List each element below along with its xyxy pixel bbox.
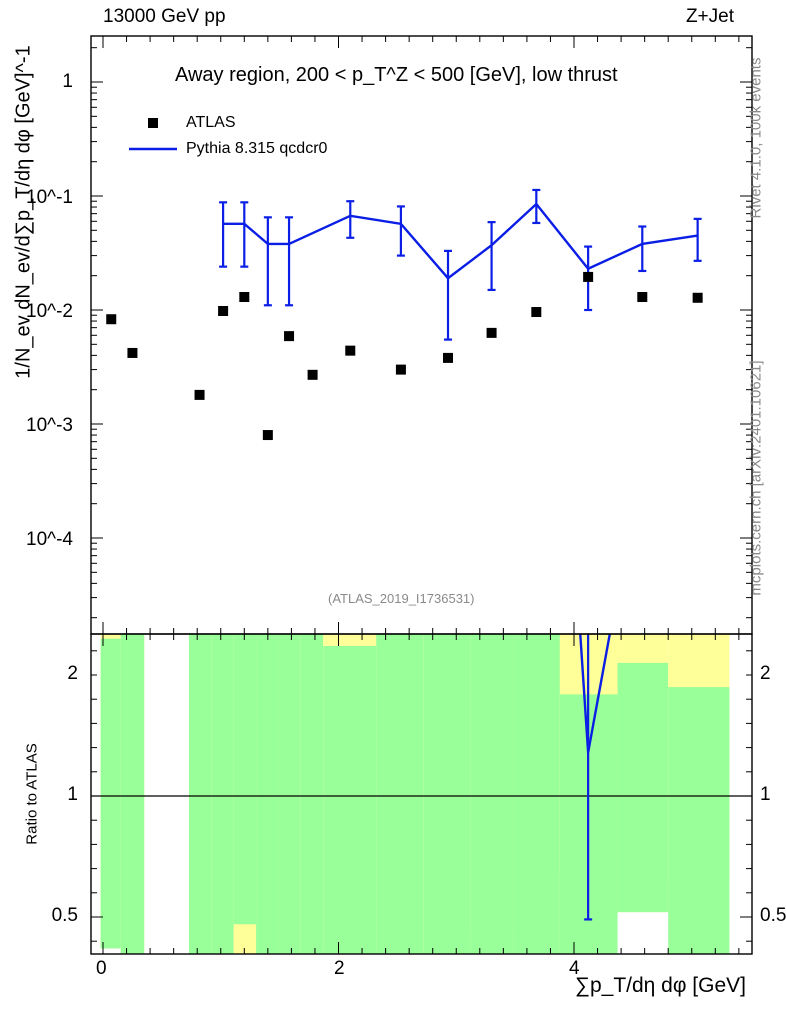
legend (129, 118, 177, 151)
data-point (486, 327, 497, 338)
ratio-band-green (256, 634, 279, 954)
plot-title: Away region, 200 < p_T^Z < 500 [GeV], lo… (175, 64, 618, 87)
y-tick-label: 10^-4 (26, 529, 73, 550)
y-tick-label: 1 (62, 71, 73, 92)
ratio-band-green (100, 638, 121, 949)
ratio-band-green (188, 634, 212, 954)
ratio-band-green (323, 645, 377, 954)
main-data-series (106, 271, 703, 646)
data-point (284, 331, 295, 342)
data-point (307, 369, 318, 380)
data-point (443, 352, 454, 363)
y-tick-label: 10^-3 (26, 415, 73, 436)
data-point (106, 314, 117, 325)
ratio-band-green (376, 634, 424, 954)
data-point (127, 347, 138, 358)
ratio-frame (90, 633, 753, 955)
data-point (531, 307, 542, 318)
rivet-label: Rivet 4.1.0, 100k events (747, 57, 765, 219)
legend-label-data: ATLAS (186, 114, 236, 131)
data-point (395, 364, 406, 375)
legend-label-mc: Pythia 8.315 qcdcr0 (186, 140, 328, 157)
ratio-y-axis-label: Ratio to ATLAS (23, 743, 41, 845)
data-point (239, 292, 250, 303)
ratio-y-tick-label: 2 (67, 663, 78, 684)
ratio-band-green (120, 634, 145, 954)
mc-line (223, 202, 698, 280)
ratio-band-green (300, 634, 324, 954)
ratio-band-green (617, 662, 669, 913)
main-mc-series (219, 188, 702, 341)
plot-title-text: Away region, 200 < p_T^Z < 500 [GeV], lo… (175, 64, 618, 86)
ratio-band-green (233, 634, 257, 925)
ratio-y-tick-label: 0.5 (51, 905, 78, 926)
data-point (692, 292, 703, 303)
data-point (151, 636, 161, 646)
ratio-y-tick-label-right: 2 (760, 663, 771, 684)
data-point (262, 430, 273, 441)
axis-ticks (91, 36, 752, 954)
y-tick-label: 10^-1 (26, 187, 73, 208)
analysis-label: (ATLAS_2019_I1736531) (328, 591, 475, 606)
mcplots-label: mcplots.cern.ch [arXiv:2401.10621] (747, 360, 765, 596)
ratio-uncertainty-bands (100, 634, 730, 954)
x-tick-label: 0 (96, 958, 107, 979)
ratio-y-tick-label-right: 1 (760, 784, 771, 805)
ratio-band-green (423, 634, 471, 954)
data-point (194, 389, 205, 400)
ratio-band-green (211, 634, 234, 954)
process-label: Z+Jet (685, 6, 734, 27)
ratio-y-tick-label-right: 0.5 (760, 905, 786, 926)
data-point (218, 306, 229, 317)
data-point (637, 292, 648, 303)
data-point (345, 345, 356, 356)
ratio-band-green (470, 634, 514, 954)
ratio-band-green (513, 634, 560, 954)
legend-data-marker (148, 118, 158, 128)
y-tick-label: 10^-2 (26, 301, 73, 322)
x-tick-label: 2 (334, 958, 345, 979)
data-point (583, 271, 594, 282)
energy-label: 13000 GeV pp (103, 6, 226, 27)
ratio-band-green (668, 687, 730, 954)
x-axis-label: ∑p_T/dη dφ [GeV] (574, 974, 746, 997)
y-axis-label: 1/N_ev dN_ev/d∑p_T/dη dφ [GeV]^-1 (12, 45, 35, 379)
ratio-y-tick-label: 1 (67, 784, 78, 805)
ratio-band-green (278, 634, 301, 954)
x-tick-label: 4 (569, 958, 580, 979)
ratio-mc-series (579, 634, 612, 921)
